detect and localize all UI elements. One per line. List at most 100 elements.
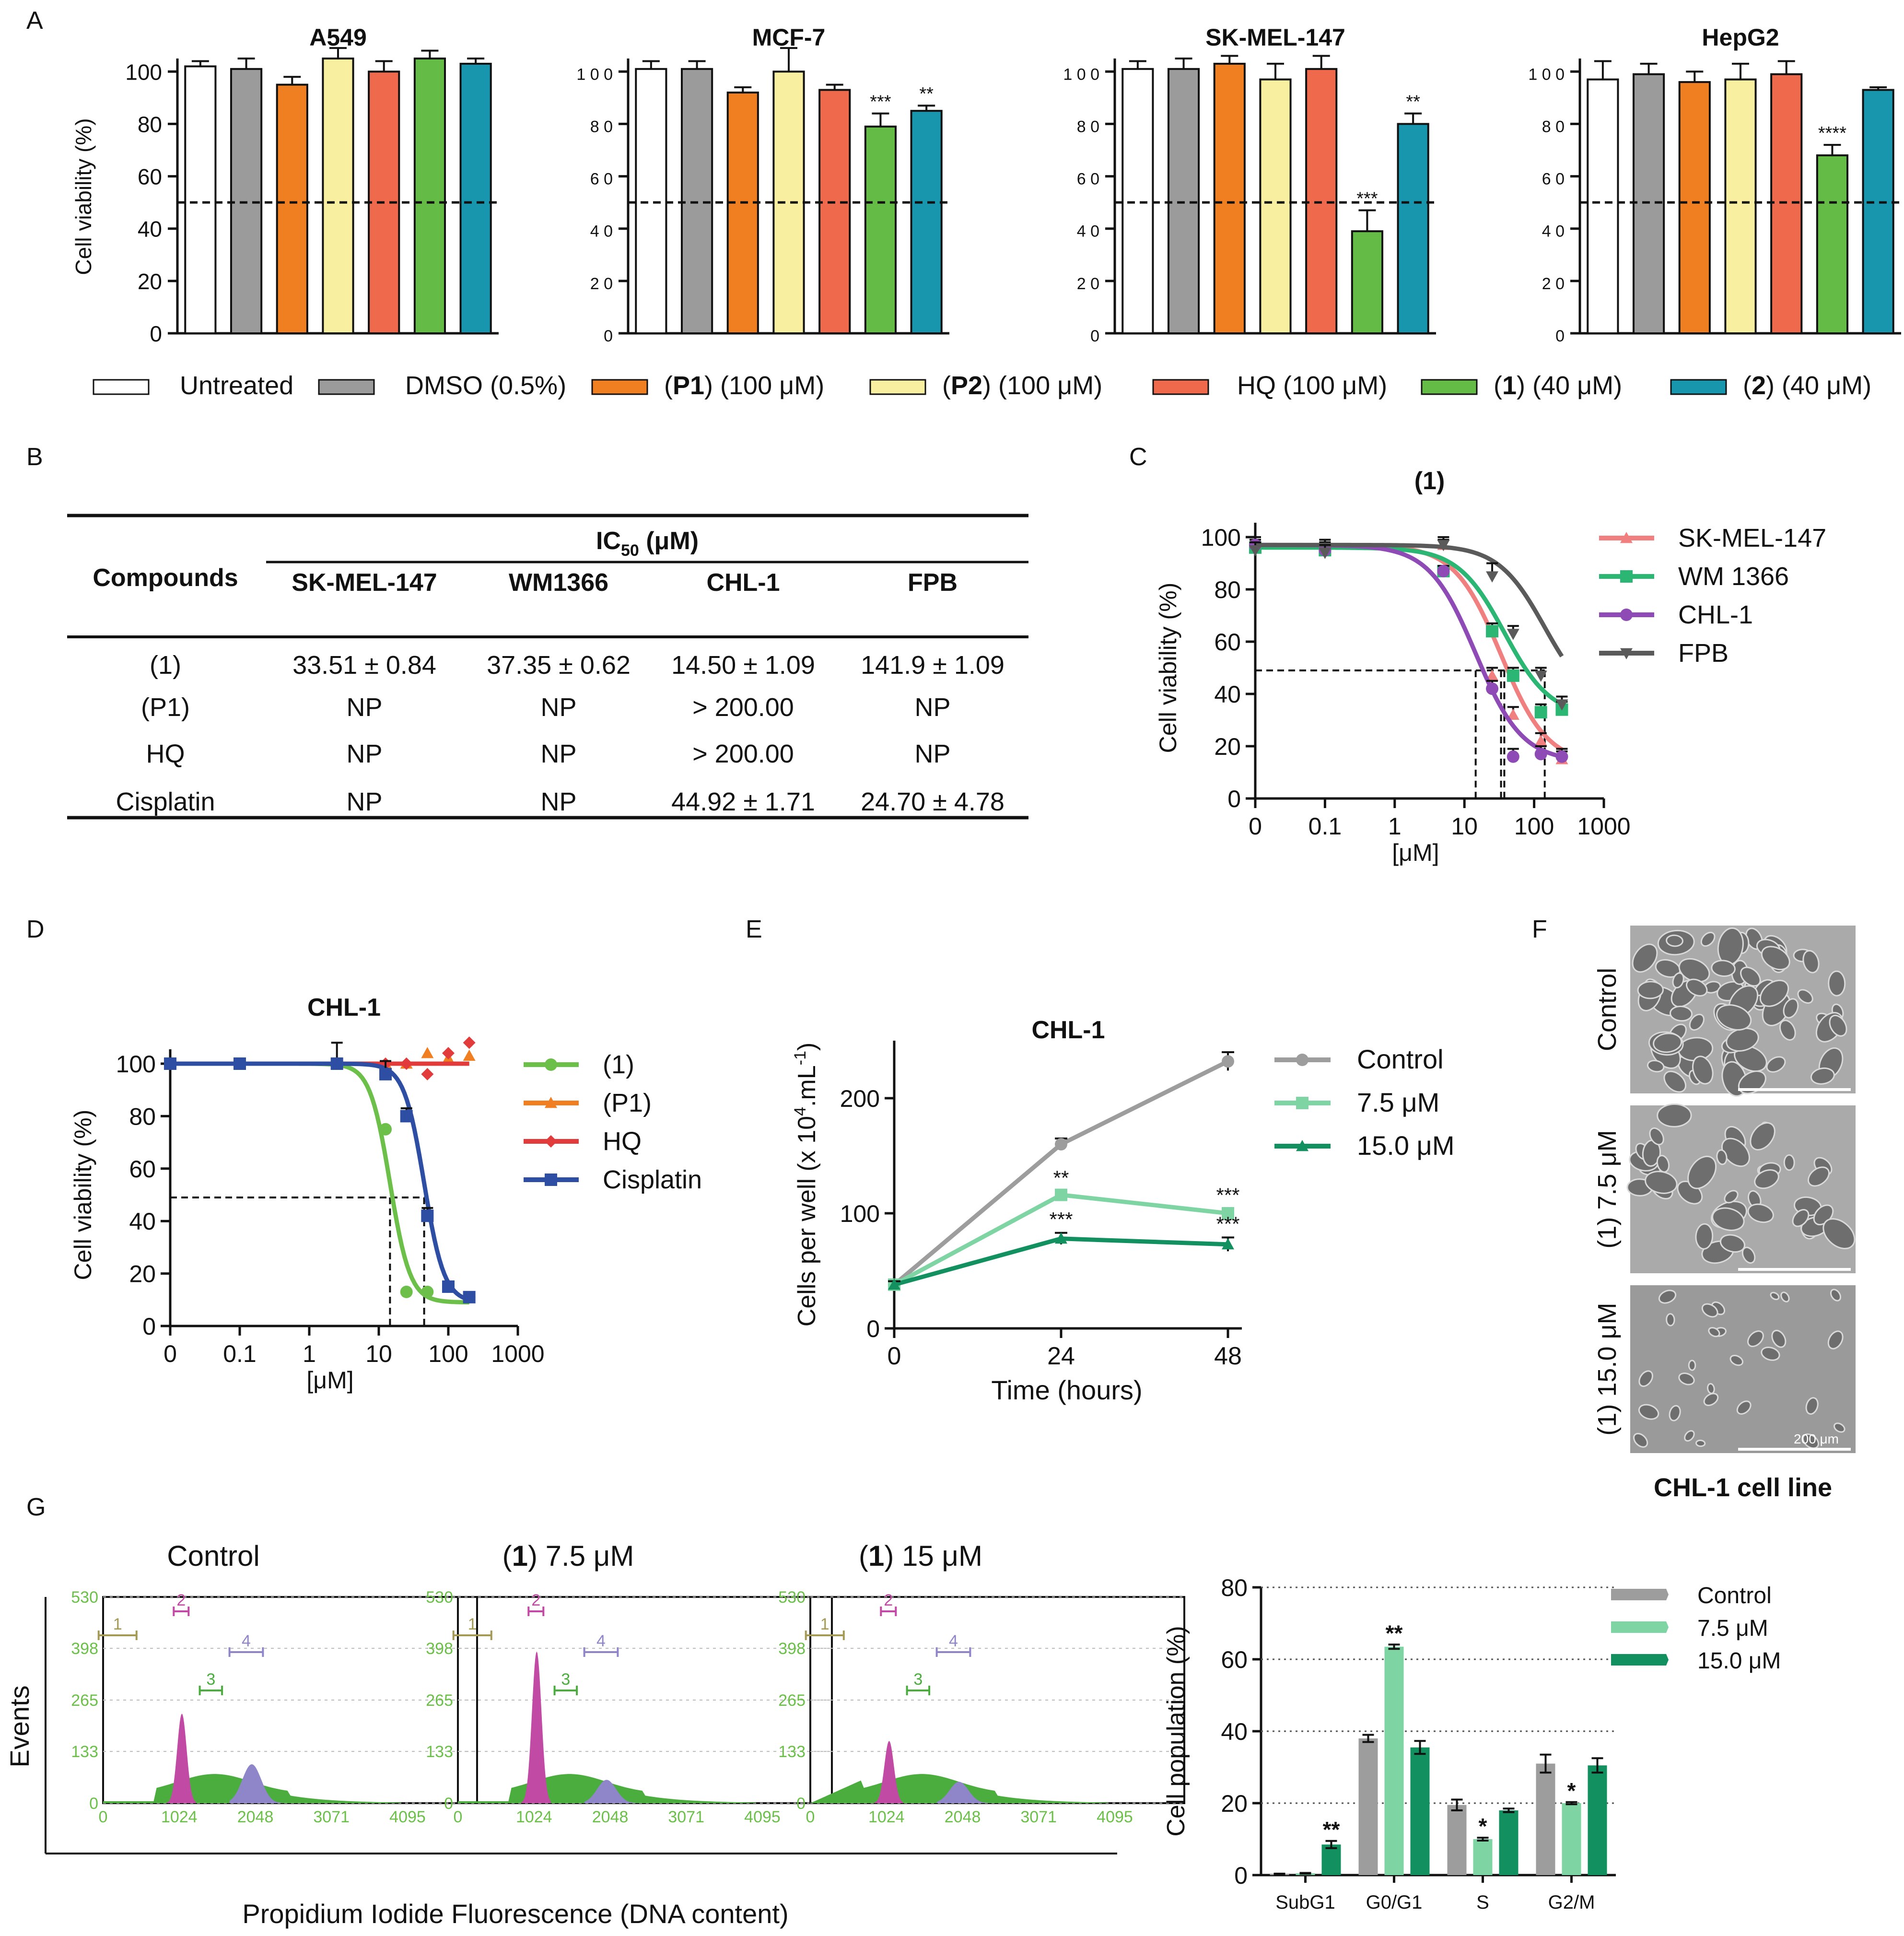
significance-label: *: [1479, 1814, 1487, 1839]
x-tick-label: 1024: [868, 1808, 905, 1826]
histogram-title-post: ) 7.5 μM: [528, 1540, 634, 1572]
row-label: (1): [150, 651, 181, 680]
x-tick-label: 0: [99, 1808, 108, 1826]
x-tick-label: 10: [365, 1340, 392, 1367]
data-point: [1486, 571, 1499, 583]
y-axis-label-exp: 4: [791, 1107, 809, 1116]
legend-item: HQ: [524, 1127, 642, 1156]
fit-curve: [1255, 545, 1563, 706]
series-hq: [164, 1036, 476, 1080]
data-point: [1507, 669, 1519, 682]
legend-item: 7.5 μM: [1611, 1616, 1768, 1641]
x-tick-label: 1024: [161, 1808, 198, 1826]
bar-untreated: [1587, 78, 1619, 334]
legend-item-p1: (P1) (100 μM): [591, 371, 824, 400]
x-tick-label: 1000: [1577, 813, 1630, 840]
legend-marker: [1620, 570, 1633, 583]
legend-item: 7.5 μM: [1274, 1087, 1439, 1117]
bar-p2: [1259, 78, 1292, 334]
data-point: [421, 1047, 434, 1058]
y-tick-label: 20: [1221, 1790, 1248, 1817]
histogram-area-g2m: [229, 1764, 285, 1803]
chart-title: CHL-1: [1031, 1016, 1105, 1044]
y-tick-label: 0: [150, 321, 162, 346]
x-tick-label: 3071: [668, 1808, 704, 1826]
legend-swatch: [591, 379, 648, 395]
bar-hq: [1305, 68, 1338, 335]
cell-shape: [1712, 1207, 1745, 1231]
bar-chart-hepg2: HepG2 0 2 0 4 0 6 0 8 0 1 0 0 ****: [1528, 24, 1901, 345]
data-point: [463, 1049, 476, 1061]
bar-control: [1358, 1738, 1378, 1875]
cell-shape: [1766, 1056, 1786, 1073]
cell-shape: [1750, 1122, 1776, 1150]
legend-label-post: Untreated: [180, 371, 293, 400]
data-point: [379, 1123, 392, 1136]
y-axis-label: Cell viability (%): [71, 118, 96, 275]
cell-shape: [1687, 1155, 1717, 1189]
y-tick-label: 60: [1221, 1646, 1248, 1673]
series-chl-1: [1249, 536, 1568, 763]
cell-shape: [1658, 1290, 1677, 1304]
y-axis-label: Cell viability (%): [1155, 583, 1181, 753]
cell-shape: [1833, 1422, 1846, 1433]
significance-label: **: [1323, 1817, 1340, 1842]
significance-label: **: [1406, 92, 1420, 112]
table-row: (1) 33.51 ± 0.84 37.35 ± 0.62 14.50 ± 1.09 1…: [150, 651, 1005, 680]
y-tick-label: 4 0: [1542, 223, 1565, 241]
y-tick-label: 100: [840, 1200, 880, 1227]
y-tick-label: 530: [778, 1588, 806, 1607]
bar-untreated: [184, 65, 217, 335]
table-cell: NP: [346, 693, 382, 722]
y-tick-label: 8 0: [1542, 117, 1565, 136]
cell-shape: [1783, 1154, 1795, 1171]
column-header: SK-MEL-147: [292, 569, 437, 597]
bar-hq: [818, 89, 851, 334]
legend-label-post: DMSO (0.5%): [405, 371, 566, 400]
column-header: Compounds: [93, 564, 238, 592]
y-tick-label: 100: [116, 1051, 156, 1078]
gate-3: 3: [553, 1670, 578, 1695]
cell-shape: [1638, 1404, 1659, 1420]
bar-untreated: [635, 68, 667, 335]
bar-chart-a549: A549 0 20 40 60 80 100: [125, 24, 499, 346]
table-cell: 14.50 ± 1.09: [671, 651, 815, 680]
cell-shape: [1802, 1433, 1819, 1449]
cell-shape: [1805, 1397, 1819, 1415]
data-point: [1534, 706, 1547, 719]
legend-label-pre: (: [942, 371, 951, 400]
x-tick-label: 0: [1249, 813, 1262, 840]
data-point: [463, 1291, 476, 1303]
y-tick-label: 398: [426, 1640, 453, 1658]
table-cell: NP: [540, 739, 576, 768]
x-tick-label: 1: [1388, 813, 1402, 840]
legend-swatch: [1421, 379, 1478, 395]
series-15-0-m: *** ***: [888, 1208, 1240, 1290]
y-tick-label: 2 0: [1077, 275, 1099, 293]
fit-curve: [1255, 542, 1564, 657]
data-point: [1055, 1232, 1067, 1244]
ic50-header-sub: 50: [621, 541, 639, 560]
micrograph-label: Control: [1593, 968, 1622, 1051]
data-point: [1534, 748, 1547, 761]
table-row: HQ NP NP > 200.00 NP: [146, 739, 951, 768]
series-line: [893, 1236, 1228, 1287]
x-axis-label: [μM]: [1392, 839, 1439, 866]
legend-label: HQ (100 μM): [1237, 371, 1387, 400]
legend-marker: [1296, 1097, 1308, 1109]
y-tick-label: 100: [125, 59, 162, 84]
bar-p2: [1724, 78, 1757, 334]
legend-label-post: ) (40 μM): [1766, 371, 1871, 400]
gate-1: 1: [97, 1615, 138, 1640]
x-tick-label: 3071: [1020, 1808, 1057, 1826]
legend-swatch: [1611, 1621, 1669, 1633]
y-tick-label: 398: [778, 1640, 806, 1658]
legend-marker: [1296, 1054, 1308, 1066]
series-sk-mel-147: [1249, 536, 1568, 764]
y-tick-label: 0: [1227, 786, 1241, 812]
bar-15-0-m: [1410, 1747, 1430, 1875]
chart-title: SK-MEL-147: [1205, 24, 1345, 51]
y-tick-label: 100: [1201, 524, 1241, 551]
